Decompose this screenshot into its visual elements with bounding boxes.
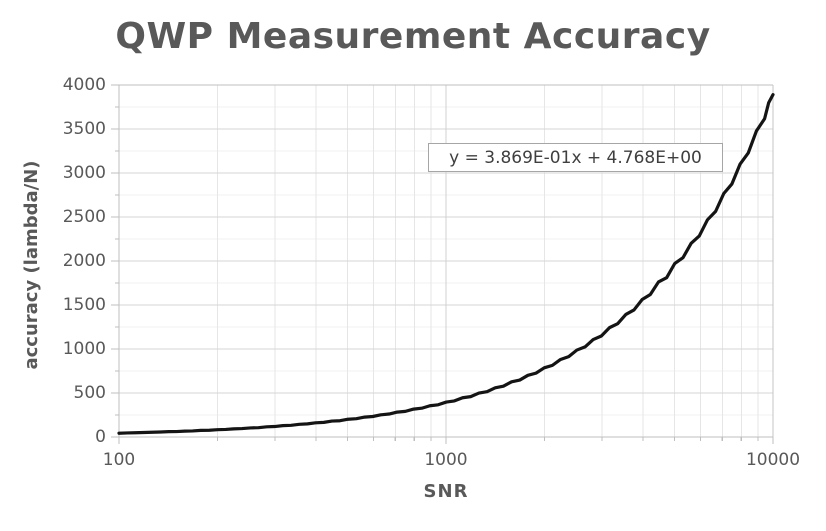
- accuracy-curve: [117, 93, 775, 435]
- y-tick-label: 2000: [62, 250, 106, 271]
- x-tick-label: 1000: [424, 450, 468, 470]
- y-tick-label: 1500: [62, 294, 106, 315]
- x-axis-title: SNR: [423, 481, 469, 502]
- chart-title: QWP Measurement Accuracy: [115, 16, 711, 57]
- trendline-equation-text: y = 3.869E-01x + 4.768E+00: [449, 147, 702, 168]
- y-tick-label: 0: [95, 426, 106, 447]
- y-tick-label: 500: [73, 382, 106, 403]
- trendline-equation: y = 3.869E-01x + 4.768E+00: [428, 143, 723, 172]
- y-tick-label: 4000: [62, 74, 106, 95]
- y-tick-label: 3000: [62, 162, 106, 183]
- y-tick-label: 1000: [62, 338, 106, 359]
- y-tick-label: 2500: [62, 206, 106, 227]
- x-tick-label: 10000: [745, 450, 801, 470]
- y-tick-label: 3500: [62, 118, 106, 139]
- x-tick-label: 100: [102, 450, 136, 470]
